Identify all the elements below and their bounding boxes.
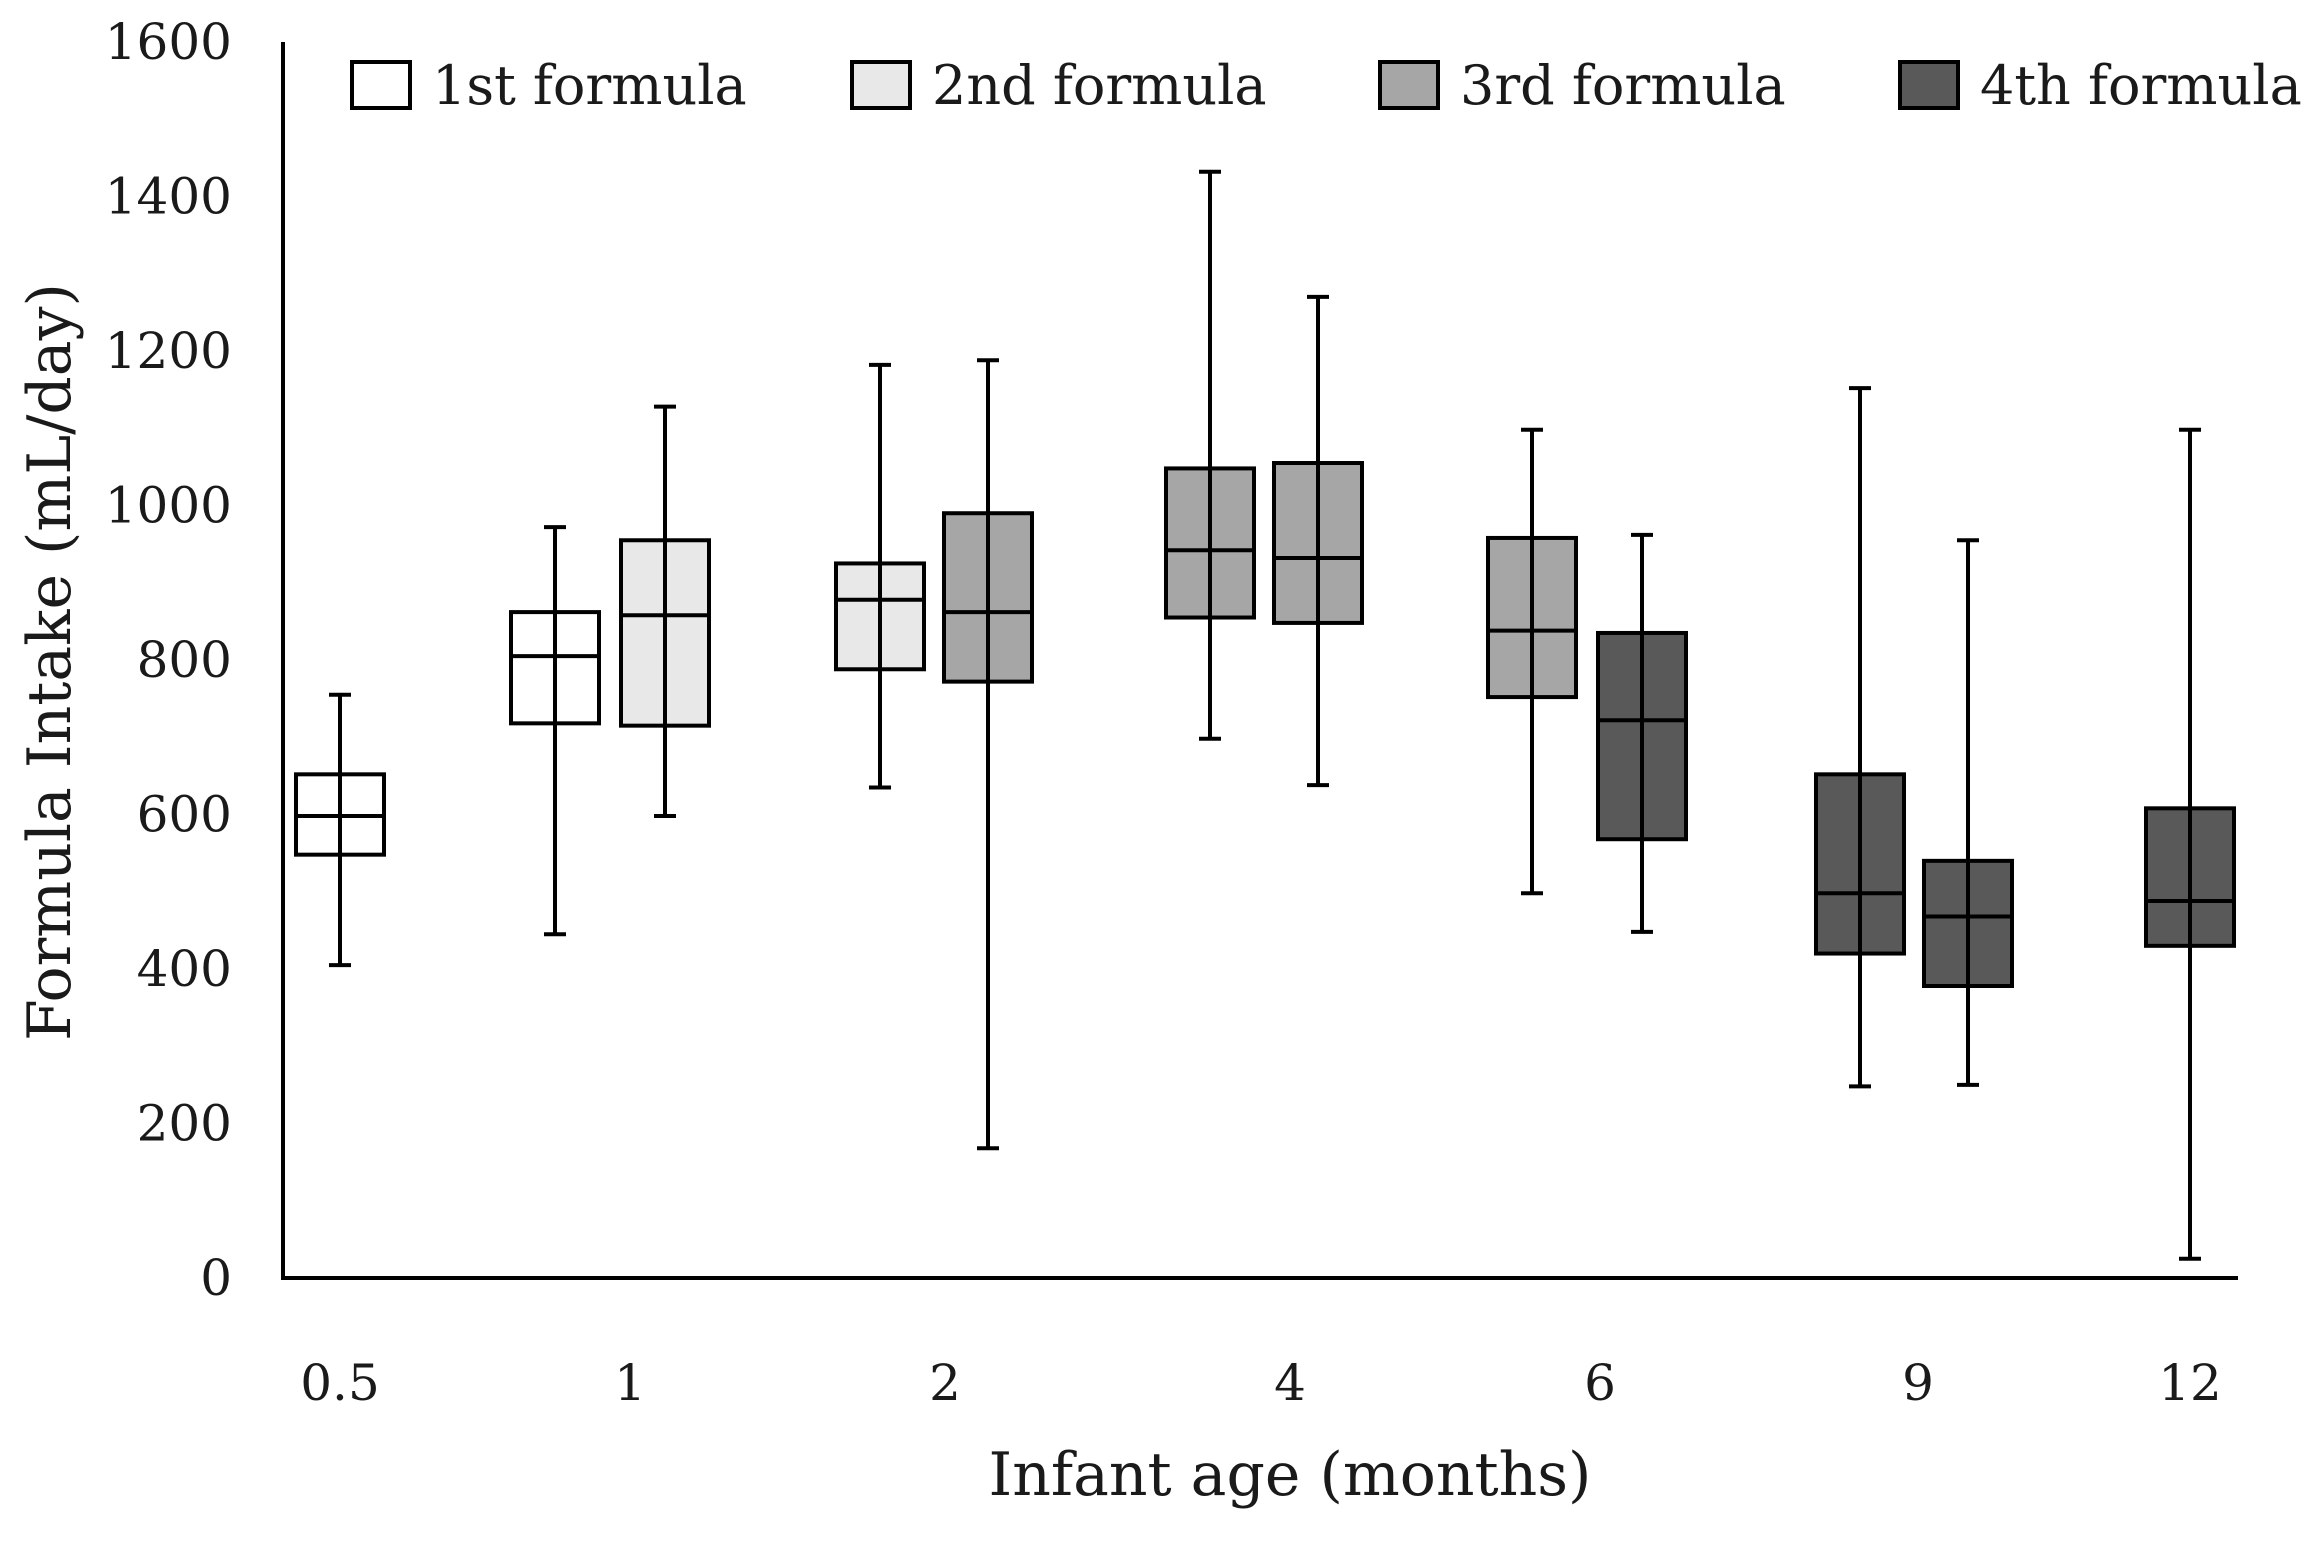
x-tick-label: 2 [929,1354,961,1412]
x-tick-label: 12 [2158,1354,2222,1412]
y-tick-label: 1400 [105,168,232,226]
y-tick-label: 600 [137,786,232,844]
box-plot-item [1486,427,1578,896]
legend-item: 1st formula [350,54,747,117]
legend-label: 1st formula [432,54,747,117]
legend-swatch [850,60,912,110]
x-tick-label: 4 [1274,1354,1306,1412]
legend-label: 3rd formula [1460,54,1786,117]
box-plot-item [834,362,926,790]
legend-swatch [350,60,412,110]
legend-item: 4th formula [1898,54,2302,117]
box-plot-item [1814,386,1906,1089]
y-tick-label: 1600 [105,13,232,71]
y-tick-label: 1000 [105,477,232,535]
box-plot-item [294,692,386,968]
y-axis-title: Formula Intake (mL/day) [15,283,85,1041]
y-tick-label: 200 [137,1095,232,1153]
legend-swatch [1898,60,1960,110]
y-tick-label: 800 [137,631,232,689]
x-tick-label: 0.5 [300,1354,380,1412]
box-plot-item [619,404,711,819]
legend-item: 2nd formula [850,54,1267,117]
legend-swatch [1378,60,1440,110]
y-tick-label: 1200 [105,322,232,380]
x-axis-title: Infant age (months) [989,1440,1592,1510]
x-tick-label: 6 [1584,1354,1616,1412]
box-plot-item [2144,427,2236,1261]
box-plot-item [1272,294,1364,788]
box-plot-item [942,358,1034,1151]
legend-label: 2nd formula [932,54,1267,117]
box-plot-item [1922,538,2014,1087]
box-series [294,169,2236,1261]
y-tick-label: 400 [137,940,232,998]
legend-item: 3rd formula [1378,54,1786,117]
legend: 1st formula 2nd formula 3rd formula 4th for… [350,54,2302,117]
legend-label: 4th formula [1980,54,2302,117]
x-tick-label: 9 [1902,1354,1934,1412]
y-tick-label: 0 [200,1249,232,1307]
box-plot-item [1164,169,1256,741]
x-tick-label: 1 [614,1354,646,1412]
box-plot-item [1596,532,1688,934]
box-plot-item [509,525,601,937]
